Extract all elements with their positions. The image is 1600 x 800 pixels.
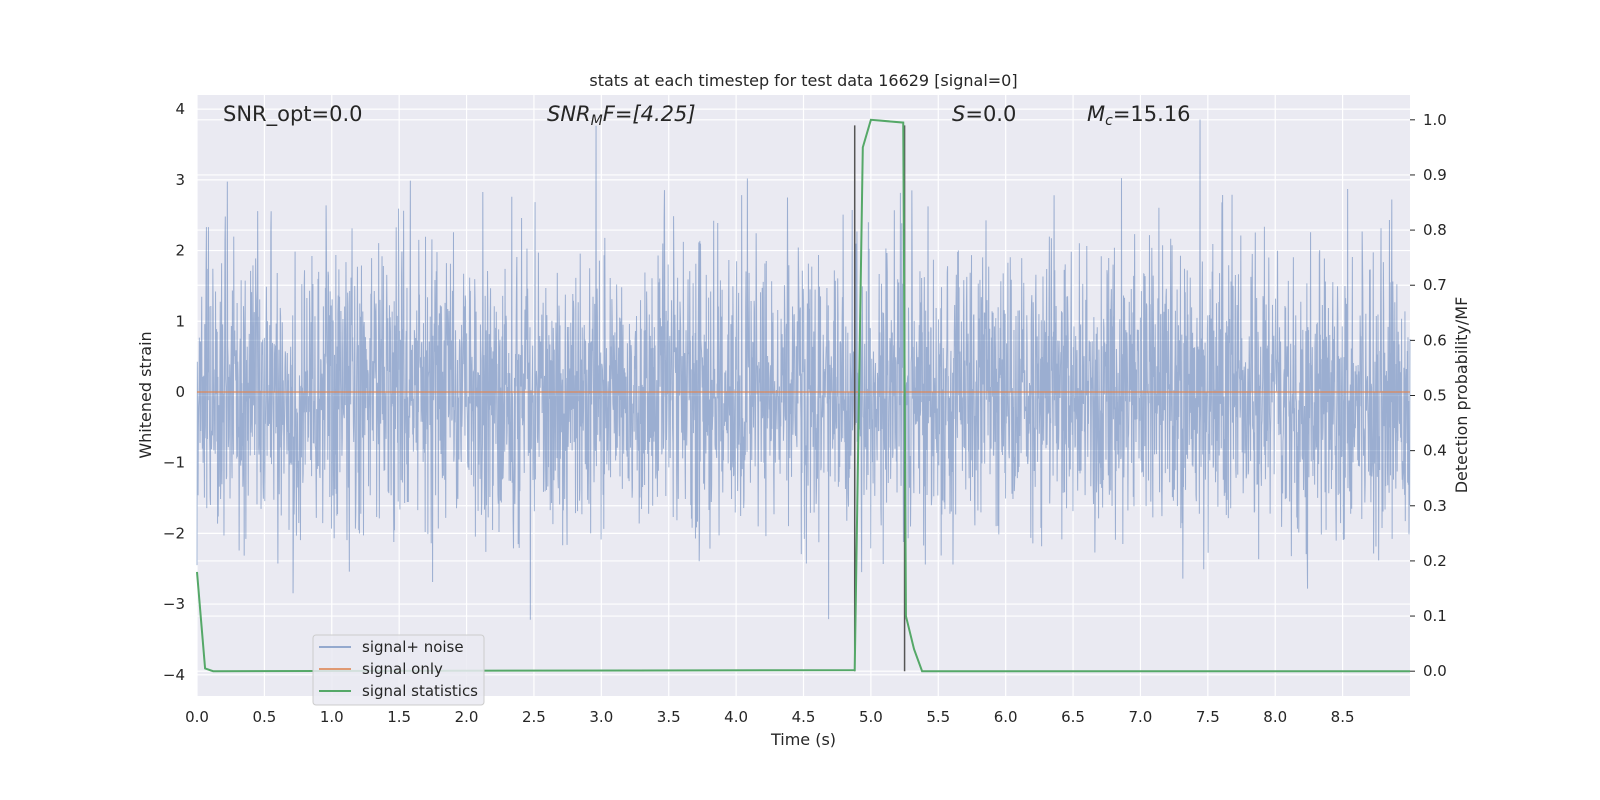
y-tick-label: 4 <box>175 100 185 118</box>
annotation-snr-mf-main: SNR <box>547 102 591 126</box>
x-tick-label: 0.5 <box>252 708 276 726</box>
series-line-signal-plus-noise <box>196 119 1411 620</box>
y2-tick-label: 1.0 <box>1423 111 1447 129</box>
y-tick-label: 3 <box>175 171 185 189</box>
x-tick-label: 1.0 <box>320 708 344 726</box>
x-tick-label: 8.0 <box>1263 708 1287 726</box>
annotation-mc-rest: =15.16 <box>1113 102 1191 126</box>
annotation-snr-opt: SNR_opt=0.0 <box>223 102 363 127</box>
y-tick-label: 2 <box>175 242 185 260</box>
x-tick-label: 7.0 <box>1129 708 1153 726</box>
y-tick-label: 0 <box>175 383 185 401</box>
y2-tick-label: 0.9 <box>1423 166 1447 184</box>
annotation-snr-mf-rest: F=[4.25] <box>603 102 696 126</box>
chart-title: stats at each timestep for test data 166… <box>589 71 1017 90</box>
y-tick-label: 1 <box>175 312 185 330</box>
legend-label-signal-statistics: signal statistics <box>362 682 478 700</box>
y-axis-label: Whitened strain <box>136 331 155 458</box>
annotation-s-rest: =0.0 <box>965 102 1016 126</box>
annotation-s-main: S <box>952 102 965 126</box>
y-tick-labels: −4 −3 −2 −1 0 1 2 3 4 <box>163 100 185 684</box>
x-tick-label: 8.5 <box>1331 708 1355 726</box>
x-tick-label: 0.0 <box>185 708 209 726</box>
x-tick-label: 6.5 <box>1061 708 1085 726</box>
x-tick-label: 2.0 <box>455 708 479 726</box>
legend-label-signal-only: signal only <box>362 660 443 678</box>
x-axis-label: Time (s) <box>770 730 836 749</box>
annotation-snr-mf: SNRMF=[4.25] <box>547 102 696 129</box>
legend-box <box>312 634 485 706</box>
x-tick-label: 6.0 <box>994 708 1018 726</box>
series-signal-statistics <box>196 118 1410 673</box>
series-signal-plus-noise <box>196 119 1411 620</box>
x-tick-labels: 0.0 0.5 1.0 1.5 2.0 2.5 3.0 3.5 4.0 4.5 5.0 5.5 6.0 6… <box>185 708 1354 726</box>
x-tick-label: 5.5 <box>926 708 950 726</box>
y2-tick-label: 0.5 <box>1423 387 1447 405</box>
y2-tick-label: 0.6 <box>1423 331 1447 349</box>
x-tick-label: 7.5 <box>1196 708 1220 726</box>
y2-axis-label: Detection probability/MF <box>1452 297 1471 494</box>
y-tick-label: −2 <box>163 524 185 542</box>
x-tick-label: 1.5 <box>387 708 411 726</box>
y2-tick-label: 0.0 <box>1423 662 1447 680</box>
x-tick-label: 5.0 <box>859 708 883 726</box>
y-tick-label: −1 <box>163 454 185 472</box>
annotation-snr-mf-sub: M <box>591 113 603 129</box>
annotation-s: S=0.0 <box>952 102 1016 126</box>
y2-tick-label: 0.7 <box>1423 276 1447 294</box>
annotation-mc-sub: c <box>1105 113 1113 129</box>
x-tick-label: 3.0 <box>589 708 613 726</box>
legend: signal+ noise signal only signal statist… <box>312 634 485 706</box>
x-tick-label: 4.5 <box>792 708 816 726</box>
x-tick-label: 3.5 <box>657 708 681 726</box>
annotation-mc-main: M <box>1087 102 1105 126</box>
series-line-signal-statistics <box>196 118 1410 673</box>
y2-tick-label: 0.8 <box>1423 221 1447 239</box>
y2-tick-label: 0.4 <box>1423 442 1447 460</box>
y2-tick-label: 0.1 <box>1423 607 1447 625</box>
y-tick-label: −4 <box>163 666 185 684</box>
y2-tick-label: 0.3 <box>1423 497 1447 515</box>
x-tick-label: 2.5 <box>522 708 546 726</box>
x-tick-label: 4.0 <box>724 708 748 726</box>
y-tick-label: −3 <box>163 595 185 613</box>
y2-tick-label: 0.2 <box>1423 552 1447 570</box>
y2-tick-labels: 0.0 0.1 0.2 0.3 0.4 0.5 0.6 0.7 0.8 0.9 1.0 <box>1423 111 1447 680</box>
legend-label-signal-plus-noise: signal+ noise <box>362 638 464 656</box>
annotation-mc: Mc=15.16 <box>1087 102 1191 129</box>
